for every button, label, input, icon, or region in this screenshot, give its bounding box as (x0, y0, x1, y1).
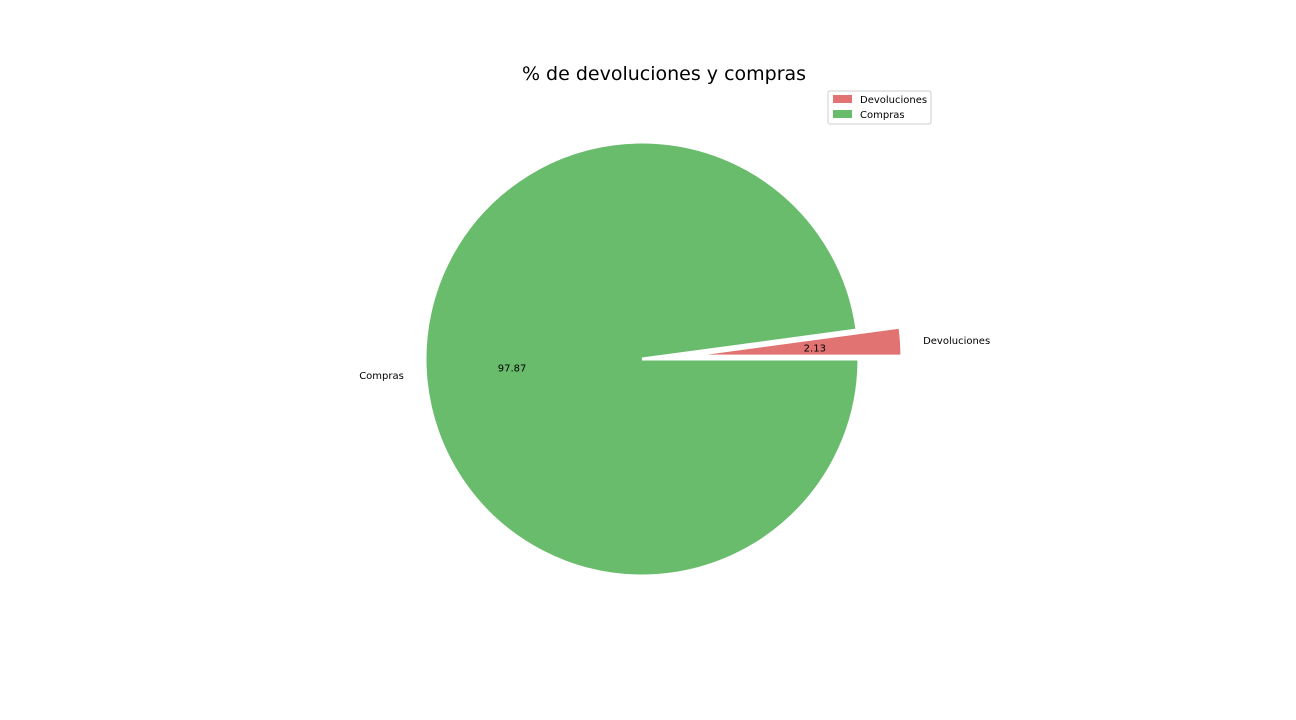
legend-swatch-devoluciones (833, 95, 852, 103)
pie-slices (423, 140, 904, 578)
pie-labels: Devoluciones 2.13 Compras 97.87 (359, 336, 990, 382)
legend-swatch-compras (833, 110, 852, 118)
slice-value-devoluciones: 2.13 (804, 343, 826, 354)
pie-slice-compras (423, 140, 861, 578)
legend-label-compras: Compras (860, 110, 905, 121)
legend: Devoluciones Compras (827, 90, 932, 125)
legend-frame (827, 90, 932, 125)
pie-slice-devoluciones (684, 325, 904, 358)
slice-value-compras: 97.87 (498, 364, 527, 375)
slice-label-devoluciones: Devoluciones (923, 336, 990, 347)
legend-label-devoluciones: Devoluciones (860, 95, 927, 106)
slice-label-compras: Compras (359, 371, 404, 382)
chart-title: % de devoluciones y compras (522, 63, 806, 85)
